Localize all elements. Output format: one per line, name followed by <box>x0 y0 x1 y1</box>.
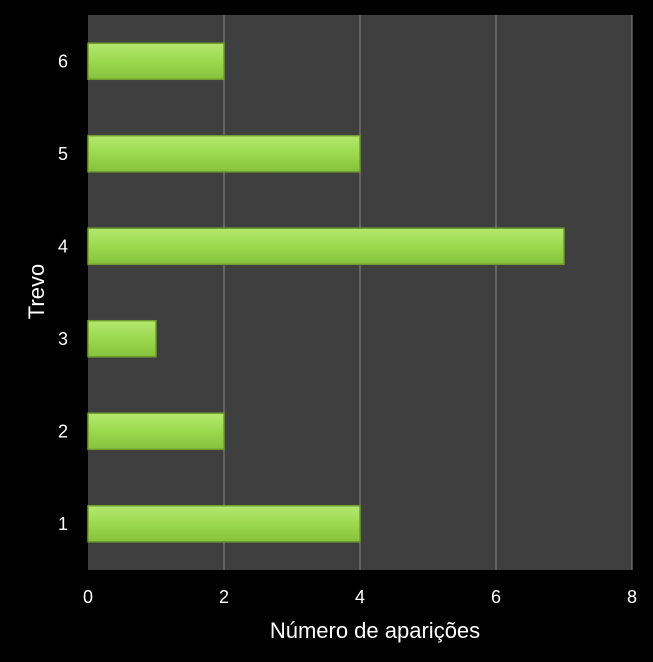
y-tick-label: 5 <box>58 144 68 164</box>
x-axis-title: Número de aparições <box>270 618 480 643</box>
bar <box>87 412 225 451</box>
x-tick-label: 0 <box>83 587 93 607</box>
bar <box>87 504 361 543</box>
y-tick-label: 1 <box>58 514 68 534</box>
y-tick-label: 4 <box>58 236 68 256</box>
x-tick-label: 6 <box>491 587 501 607</box>
bar <box>87 134 361 173</box>
grid-lines <box>223 15 633 570</box>
y-axis-title: Trevo <box>24 264 49 319</box>
y-tick-label: 2 <box>58 421 68 441</box>
x-tick-labels: 0 2 4 6 8 <box>83 587 637 607</box>
bar <box>87 227 565 266</box>
x-tick-label: 8 <box>627 587 637 607</box>
bar <box>87 42 225 81</box>
bar <box>87 319 157 358</box>
x-tick-label: 2 <box>219 587 229 607</box>
bars <box>87 42 565 543</box>
x-tick-label: 4 <box>355 587 365 607</box>
y-tick-label: 3 <box>58 329 68 349</box>
y-tick-labels: 1 2 3 4 5 6 <box>58 51 68 534</box>
y-tick-label: 6 <box>58 51 68 71</box>
